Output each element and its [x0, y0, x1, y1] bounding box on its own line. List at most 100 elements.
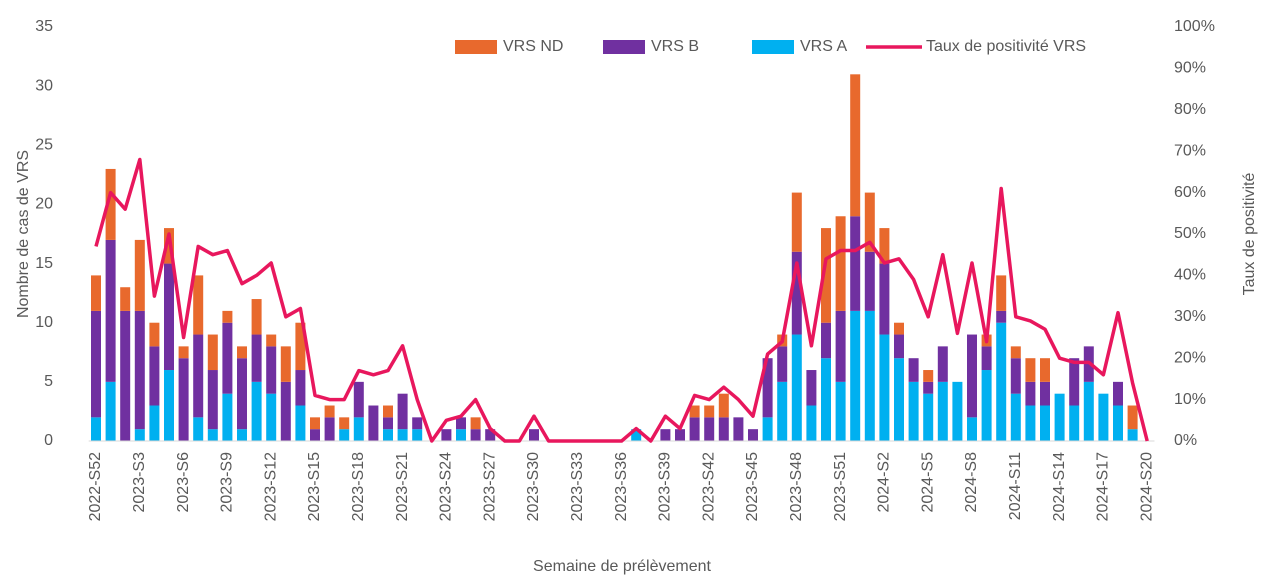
y2-tick-label: 100% [1174, 18, 1215, 35]
legend-swatch [603, 40, 645, 54]
x-tick-label: 2023-S24 [438, 452, 455, 521]
bar-segment [1113, 381, 1123, 406]
bar-segment [1098, 393, 1109, 441]
bar-segment [733, 417, 744, 441]
bar-segment [207, 429, 218, 441]
bar-segment [821, 322, 831, 359]
bar-segment [1069, 358, 1080, 406]
bar-segment [134, 429, 145, 441]
bar-segment [266, 393, 277, 441]
bar-segment [193, 334, 204, 418]
bar-segment [1127, 429, 1138, 441]
bar-segment [353, 381, 364, 418]
bar-segment [324, 405, 335, 418]
bar-segment [1083, 381, 1094, 441]
bar-segment [237, 358, 247, 430]
bar-segment [923, 381, 934, 394]
bar-segment [894, 322, 904, 335]
bar-segment [120, 310, 131, 441]
bar-segment [689, 417, 700, 441]
y2-axis-title: Taux de positivité [1241, 173, 1258, 296]
x-tick-label: 2023-S27 [481, 452, 498, 521]
bar-segment [368, 405, 379, 441]
bar-segment [193, 275, 204, 335]
bar-segment [689, 405, 700, 418]
bar-segment [310, 417, 320, 430]
legend-label: VRS B [651, 38, 699, 55]
x-tick-label: 2023-S9 [219, 452, 236, 513]
bar-segment [134, 239, 145, 311]
bar-segment [967, 334, 977, 418]
bar-segment [806, 370, 817, 406]
x-tick-label: 2023-S3 [131, 452, 148, 513]
bar-segment [908, 381, 919, 441]
bar-segment [996, 275, 1007, 311]
bar-segment [923, 370, 934, 382]
bar-segment [1040, 358, 1050, 382]
bar-segment [178, 358, 189, 441]
bar-segment [1010, 358, 1021, 394]
bar-segment [105, 239, 116, 382]
bar-segment [295, 405, 306, 441]
bar-segment [996, 322, 1007, 441]
bar-segment [280, 381, 291, 441]
bar-segment [383, 405, 393, 418]
x-tick-label: 2023-S45 [744, 452, 761, 521]
bar-segment [237, 346, 247, 359]
bar-segment [879, 263, 890, 335]
bar-segment [105, 381, 116, 441]
y2-tick-label: 90% [1174, 60, 1206, 77]
bar-segment [383, 429, 393, 441]
bar-segment [821, 228, 831, 323]
bar-segment [937, 381, 948, 441]
bar-segment [981, 370, 992, 441]
bar-segment [1025, 358, 1036, 382]
x-tick-label: 2024-S2 [876, 452, 893, 513]
bar-segment [485, 429, 496, 441]
bar-segment [704, 405, 715, 418]
bar-segment [806, 405, 817, 441]
bar-segment [1010, 393, 1021, 441]
bar-segment [91, 275, 101, 311]
x-tick-label: 2023-S18 [350, 452, 367, 521]
bar-segment [383, 417, 393, 430]
bar-segment [908, 358, 919, 382]
bar-segment [1127, 405, 1138, 430]
bar-segment [791, 192, 802, 252]
x-tick-label: 2022-S52 [87, 452, 104, 521]
bar-segment [149, 346, 160, 406]
bar-segment [1113, 405, 1123, 441]
bar-segment [164, 370, 174, 441]
x-tick-label: 2024-S17 [1095, 452, 1112, 521]
bar-segment [923, 393, 934, 441]
bar-segment [762, 417, 773, 441]
bar-segment [456, 417, 466, 430]
bar-segment [850, 310, 861, 441]
bar-segment [295, 322, 306, 371]
bar-segment [149, 405, 160, 441]
x-tick-label: 2023-S30 [525, 452, 542, 521]
y-tick-label: 10 [35, 314, 53, 331]
bar-segment [295, 370, 306, 406]
bar-segment [441, 429, 452, 441]
legend-label: VRS ND [503, 38, 563, 55]
x-tick-label: 2024-S5 [919, 452, 936, 513]
bar-segment [222, 310, 233, 323]
bar-segment [777, 381, 788, 441]
bar-segment [791, 334, 802, 441]
bar-segment [149, 322, 160, 347]
bar-segment [1025, 405, 1036, 441]
x-tick-label: 2023-S48 [788, 452, 805, 521]
bar-segment [324, 417, 335, 441]
x-tick-label: 2023-S36 [613, 452, 630, 521]
y2-tick-label: 0% [1174, 432, 1197, 449]
x-tick-label: 2023-S42 [700, 452, 717, 521]
y2-tick-label: 40% [1174, 267, 1206, 284]
y2-tick-label: 80% [1174, 101, 1206, 118]
y-tick-label: 25 [35, 137, 53, 154]
bar-segment [748, 429, 758, 441]
bar-segment [397, 393, 408, 430]
bar-segment [353, 417, 364, 441]
bar-segment [821, 358, 831, 441]
bar-segment [879, 228, 890, 264]
